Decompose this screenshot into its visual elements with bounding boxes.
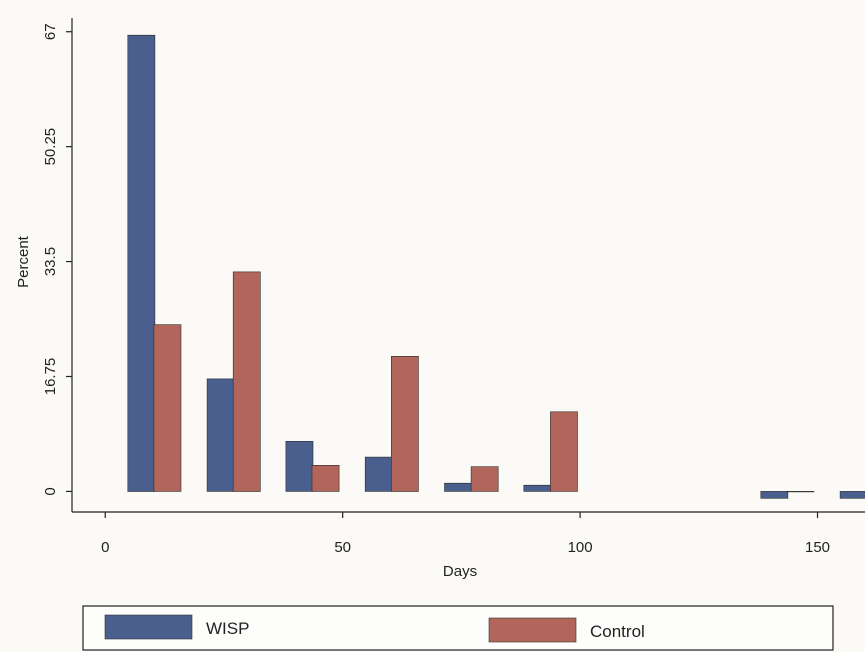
x-tick-label-2: 100 [568, 539, 593, 556]
x-tick-label-1: 50 [334, 539, 351, 556]
y-tick-label-4: 67 [42, 23, 59, 40]
bar-wisp-3 [364, 456, 393, 492]
x-axis-title: Days [443, 563, 477, 580]
y-tick-label-2: 33.5 [42, 247, 59, 276]
legend-swatch-wisp [104, 614, 193, 640]
legend: WISP Control [82, 605, 834, 651]
x-tick-label-0: 0 [101, 539, 109, 556]
bar-control-3 [390, 355, 419, 492]
bar-wisp-7 [839, 491, 865, 499]
bar-control-0 [153, 324, 182, 492]
bar-wisp-6 [760, 491, 789, 499]
y-tick-label-1: 16.75 [42, 358, 59, 396]
y-tick-label-0: 0 [42, 487, 59, 495]
legend-label-control: Control [590, 622, 645, 641]
bar-wisp-4 [444, 482, 472, 492]
y-axis-title: Percent [15, 235, 32, 288]
bar-control-4 [470, 466, 499, 492]
bars-layer [127, 34, 865, 499]
legend-swatch-control [488, 617, 577, 643]
x-tick-label-3: 150 [805, 539, 830, 556]
bar-control-2 [311, 464, 340, 492]
bar-control-6 [786, 491, 815, 493]
legend-box [82, 605, 834, 651]
legend-label-wisp: WISP [206, 619, 249, 638]
bar-control-1 [232, 271, 261, 492]
y-tick-label-3: 50.25 [42, 128, 59, 166]
axes-layer: 0 16.75 33.5 50.25 67 0 50 100 150 [42, 18, 865, 556]
bar-control-5 [550, 411, 578, 492]
bar-wisp-2 [285, 440, 314, 492]
bar-wisp-0 [127, 34, 156, 492]
bar-wisp-5 [523, 484, 552, 492]
bar-wisp-1 [206, 378, 235, 492]
